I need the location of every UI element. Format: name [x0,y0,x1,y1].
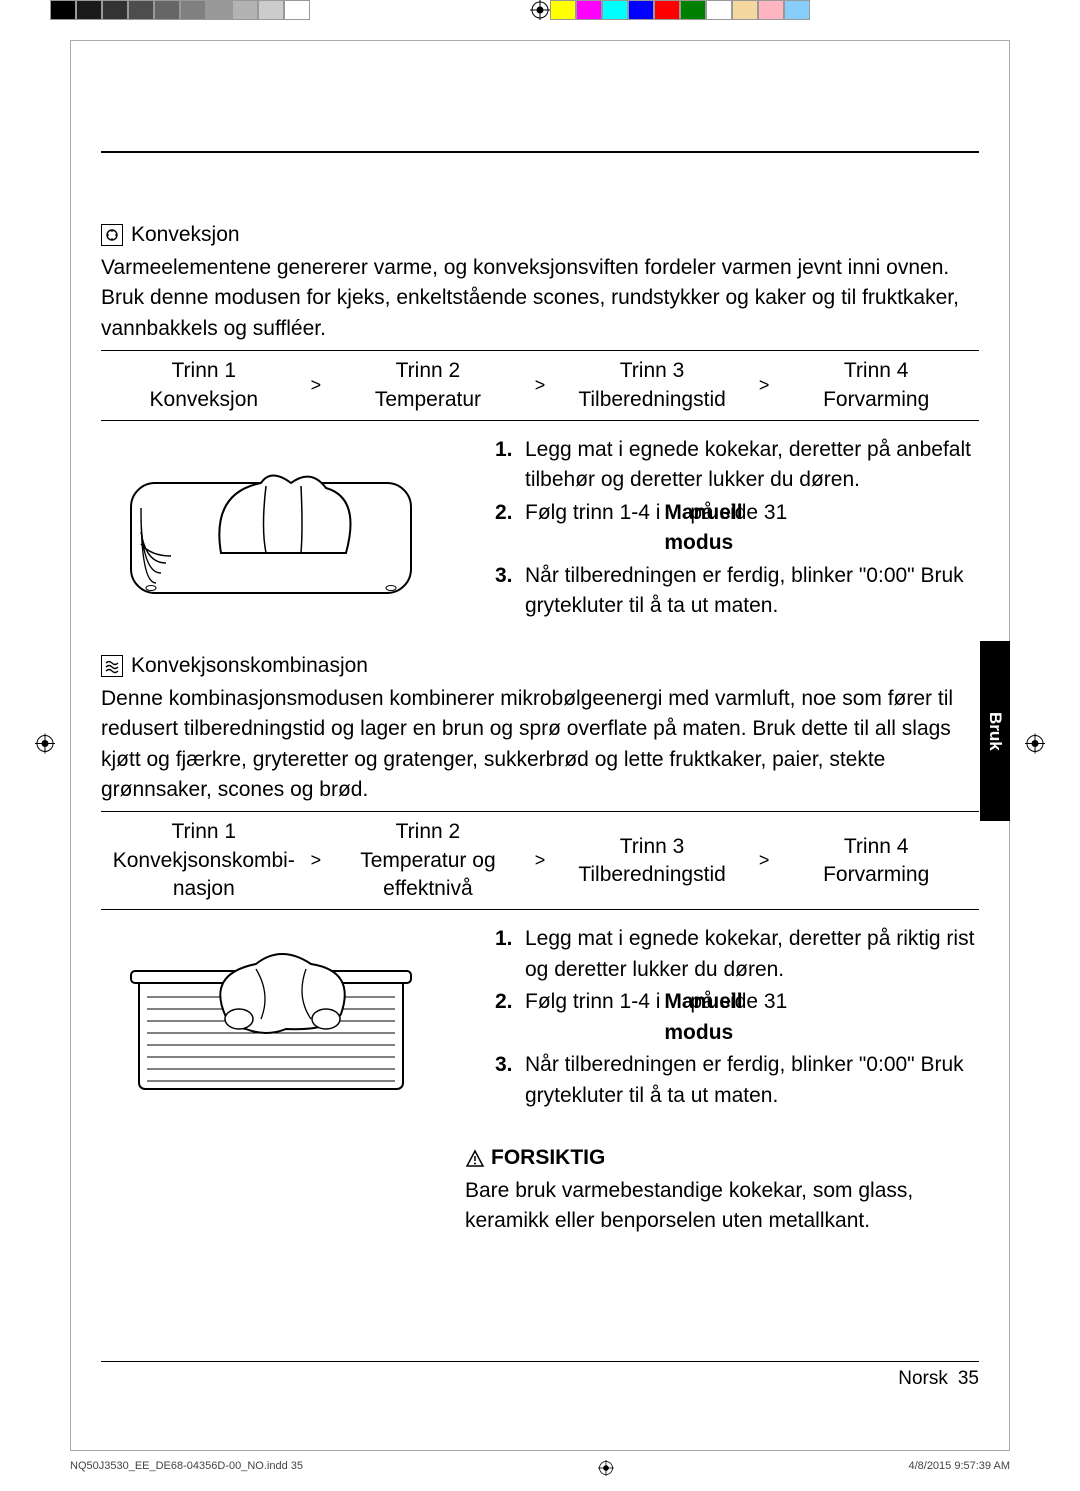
print-footer-file: NQ50J3530_EE_DE68-04356D-00_NO.indd 35 [70,1460,303,1479]
page-footer: Norsk 35 [101,1361,979,1390]
list-item: 2. Følg trinn 1-4 i Manuell modus på sid… [465,987,979,1048]
step-cell: Trinn 2 Temperatur og effektnivå [325,818,531,903]
registration-mark-icon [598,1460,614,1479]
list-item: 1. Legg mat i egnede kokekar, deretter p… [465,435,979,496]
step-separator: > [531,850,550,871]
print-footer: NQ50J3530_EE_DE68-04356D-00_NO.indd 35 4… [70,1460,1010,1479]
combi-convection-icon [101,655,123,677]
section2-title: Konvekjsonskombinasjon [101,654,979,678]
section2-description: Denne kombinasjonsmodusen kombinerer mik… [101,684,979,806]
content-area: Konveksjon Varmeelementene genererer var… [101,151,979,1235]
section2-steps: Trinn 1 Konvekjsonskombi- nasjon > Trinn… [101,811,979,910]
step-separator: > [307,375,326,396]
section1-description: Varmeelementene genererer varme, og konv… [101,253,979,344]
list-item: 1. Legg mat i egnede kokekar, deretter p… [465,924,979,985]
chicken-rack-illustration [101,924,441,1094]
step-separator: > [755,375,774,396]
step-cell: Trinn 3 Tilberedningstid [549,357,755,414]
registration-mark-icon [35,733,55,758]
registration-mark-icon [1025,733,1045,758]
color-bar-left [50,0,310,24]
caution-block: FORSIKTIG Bare bruk varmebestandige koke… [465,1143,979,1235]
list-item: 2. Følg trinn 1-4 i Manuell modus på sid… [465,498,979,559]
list-item: 3. Når tilberedningen er ferdig, blinker… [465,1050,979,1111]
section2-instructions: 1. Legg mat i egnede kokekar, deretter p… [465,924,979,1113]
caution-heading: FORSIKTIG [491,1143,605,1172]
step-cell: Trinn 3 Tilberedningstid [549,833,755,890]
caution-text: Bare bruk varmebestandige kokekar, som g… [465,1176,979,1235]
step-cell: Trinn 2 Temperatur [325,357,531,414]
step-separator: > [307,850,326,871]
footer-language: Norsk [898,1368,948,1390]
list-item: 3. Når tilberedningen er ferdig, blinker… [465,561,979,622]
step-cell: Trinn 4 Forvarming [773,833,979,890]
step-cell: Trinn 1 Konvekjsonskombi- nasjon [101,818,307,903]
section1-title: Konveksjon [101,223,979,247]
section1-title-text: Konveksjon [131,223,240,247]
section2-body: 1. Legg mat i egnede kokekar, deretter p… [101,924,979,1113]
section1-body: 1. Legg mat i egnede kokekar, deretter p… [101,435,979,624]
print-footer-date: 4/8/2015 9:57:39 AM [908,1460,1010,1479]
section2-title-text: Konvekjsonskombinasjon [131,654,368,678]
convection-icon [101,224,123,246]
registration-mark-icon [530,0,550,25]
footer-page-number: 35 [958,1368,979,1390]
caution-row: FORSIKTIG Bare bruk varmebestandige koke… [101,1143,979,1235]
section1-steps: Trinn 1 Konveksjon > Trinn 2 Temperatur … [101,350,979,421]
color-bar-right [550,0,890,24]
section1-instructions: 1. Legg mat i egnede kokekar, deretter p… [465,435,979,624]
page-frame: Konveksjon Varmeelementene genererer var… [70,40,1010,1451]
step-separator: > [755,850,774,871]
bread-tray-illustration [101,435,441,605]
step-cell: Trinn 1 Konveksjon [101,357,307,414]
warning-icon [465,1148,485,1168]
top-rule [101,151,979,153]
step-cell: Trinn 4 Forvarming [773,357,979,414]
step-separator: > [531,375,550,396]
side-tab: Bruk [980,641,1010,821]
